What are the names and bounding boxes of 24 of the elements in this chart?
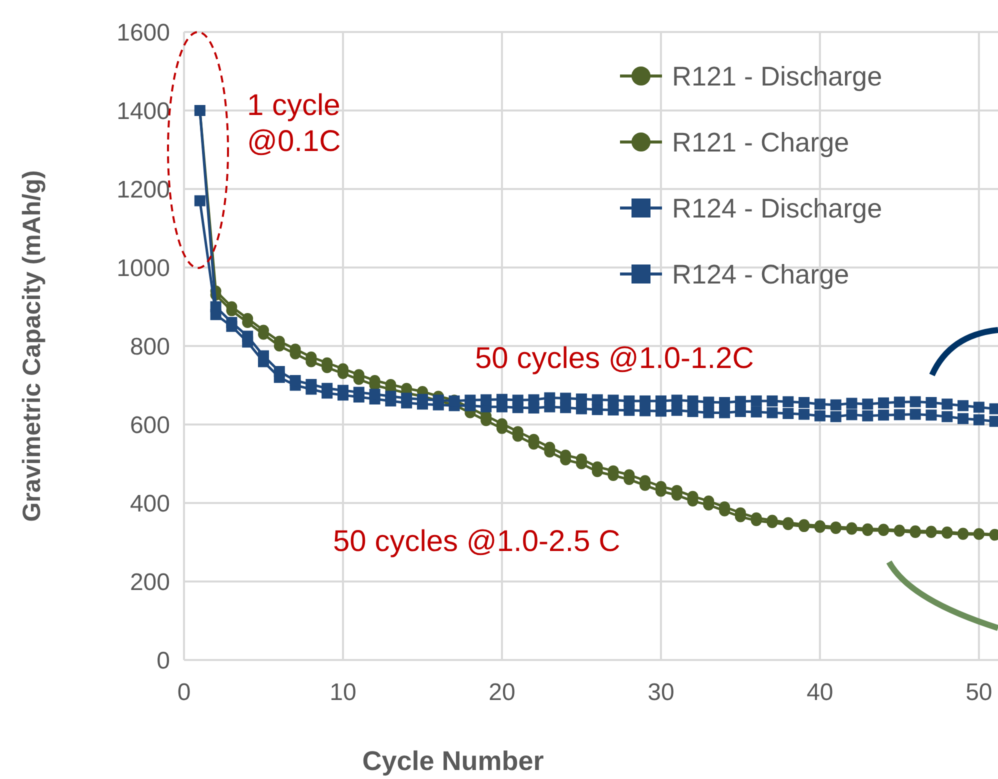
legend-label: R124 - Discharge [672, 193, 882, 224]
y-tick-label: 800 [130, 333, 170, 360]
x-tick-label: 40 [806, 679, 834, 706]
annotation: 1 cycle @0.1C [247, 89, 341, 158]
annotation: 50 cycles @1.0-1.2C [475, 342, 754, 375]
y-tick-label: 1400 [116, 98, 170, 125]
y-tick-label: 200 [130, 568, 170, 596]
y-axis-title: Gravimetric Capacity (mAh/g) [18, 170, 46, 522]
x-tick-label: 50 [966, 679, 992, 706]
legend-label: R121 - Discharge [672, 61, 882, 92]
annotation: 50 cycles @1.0-2.5 C [333, 525, 620, 558]
y-tick-label: 1200 [116, 176, 170, 204]
y-tick-label: 600 [130, 412, 170, 439]
x-axis-title: Cycle Number [362, 746, 544, 776]
x-tick-label: 0 [177, 679, 191, 706]
x-tick-label: 30 [648, 679, 674, 706]
legend-label: R121 - Charge [672, 127, 850, 158]
y-tick-label: 1600 [116, 19, 170, 46]
x-tick-label: 20 [488, 679, 516, 706]
y-tick-label: 400 [130, 490, 170, 518]
legend-label: R124 - Charge [672, 259, 850, 290]
y-tick-label: 1000 [116, 254, 170, 282]
x-tick-label: 10 [330, 679, 356, 706]
y-tick-label: 0 [156, 647, 170, 674]
